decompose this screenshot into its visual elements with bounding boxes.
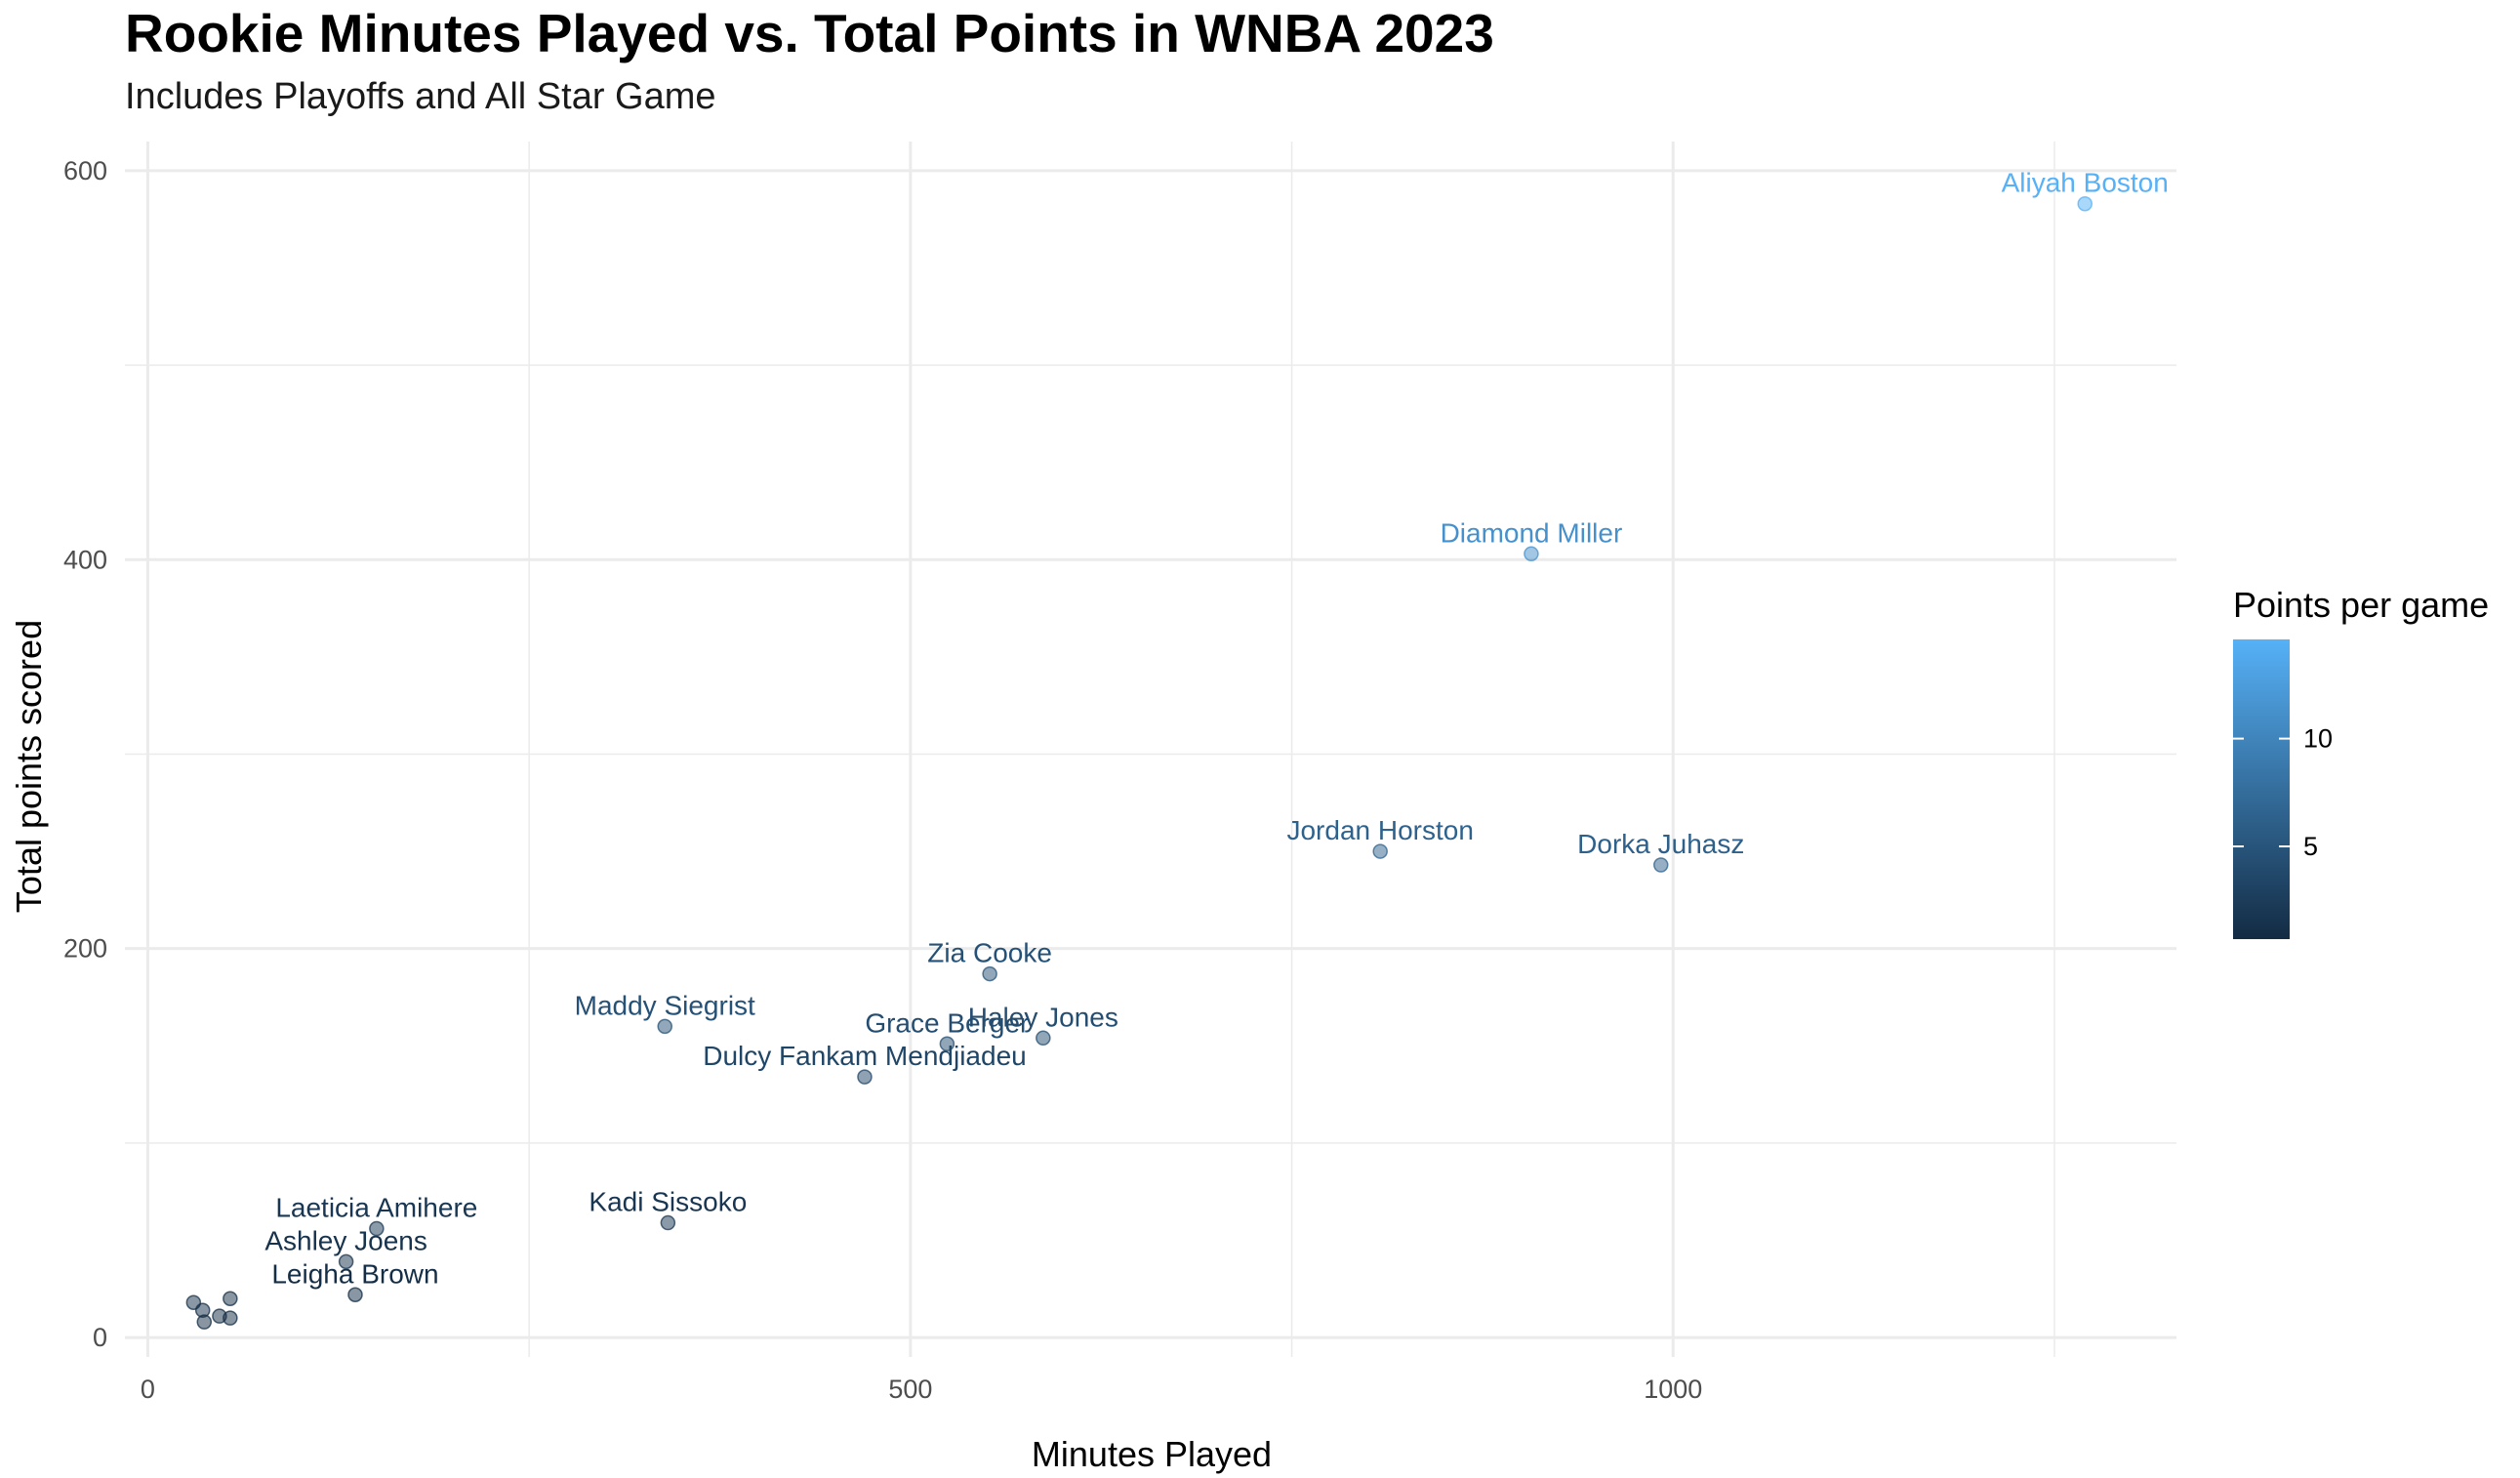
point-label: Haley Jones (968, 1002, 1118, 1032)
point-label: Laeticia Amihere (275, 1193, 477, 1223)
data-point (1653, 857, 1669, 873)
data-point (660, 1214, 676, 1231)
data-point (657, 1018, 672, 1035)
data-point (2077, 195, 2093, 212)
major-gridlines (125, 142, 2176, 1357)
x-axis-title: Minutes Played (1032, 1434, 1272, 1474)
point-label: Jordan Horston (1286, 815, 1473, 845)
data-point (369, 1220, 385, 1237)
data-point (338, 1253, 354, 1270)
axis-ticks: 0 500 1000 0 200 400 600 (63, 156, 1702, 1404)
legend-tick-label: 5 (2303, 832, 2318, 861)
point-label: Grace Berger (865, 1007, 1029, 1038)
data-point (347, 1287, 363, 1303)
y-tick-label: 0 (93, 1323, 107, 1352)
x-tick-label: 0 (141, 1375, 155, 1404)
point-label: Dorka Juhasz (1577, 829, 1744, 859)
chart-title: Rookie Minutes Played vs. Total Points i… (125, 3, 1494, 63)
legend-colorbar (2233, 639, 2290, 939)
data-point (1372, 843, 1388, 859)
y-tick-label: 400 (63, 545, 107, 574)
color-legend: Points per game 5 10 (2233, 585, 2489, 939)
chart-subtitle: Includes Playoffs and All Star Game (125, 76, 716, 117)
point-label: Leigha Brown (271, 1258, 438, 1289)
data-point (939, 1036, 955, 1052)
point-label: Maddy Siegrist (575, 990, 755, 1020)
point-label: Aliyah Boston (2002, 168, 2169, 198)
y-tick-label: 200 (63, 934, 107, 964)
point-label: Kadi Sissoko (589, 1187, 747, 1217)
x-tick-label: 500 (888, 1375, 932, 1404)
data-point (1524, 546, 1539, 562)
x-tick-label: 1000 (1644, 1375, 1702, 1404)
data-points (185, 195, 2093, 1330)
point-label: Dulcy Fankam Mendjiadeu (703, 1041, 1027, 1071)
minor-gridlines (125, 142, 2176, 1357)
data-point (223, 1291, 238, 1306)
data-point (223, 1310, 238, 1326)
legend-tick-label: 10 (2303, 724, 2333, 754)
point-labels: Aliyah Boston Diamond Miller Jordan Horsto… (264, 168, 2169, 1290)
data-point (196, 1314, 213, 1330)
point-label: Zia Cooke (927, 938, 1052, 968)
data-point (1036, 1030, 1051, 1047)
legend-ticks: 5 10 (2233, 724, 2333, 861)
data-point (857, 1069, 873, 1085)
point-label: Diamond Miller (1441, 517, 1623, 548)
point-label: Ashley Joens (264, 1225, 427, 1255)
legend-title: Points per game (2233, 585, 2489, 625)
data-point (982, 965, 997, 982)
y-axis-title: Total points scored (9, 620, 49, 913)
y-tick-label: 600 (63, 156, 107, 185)
